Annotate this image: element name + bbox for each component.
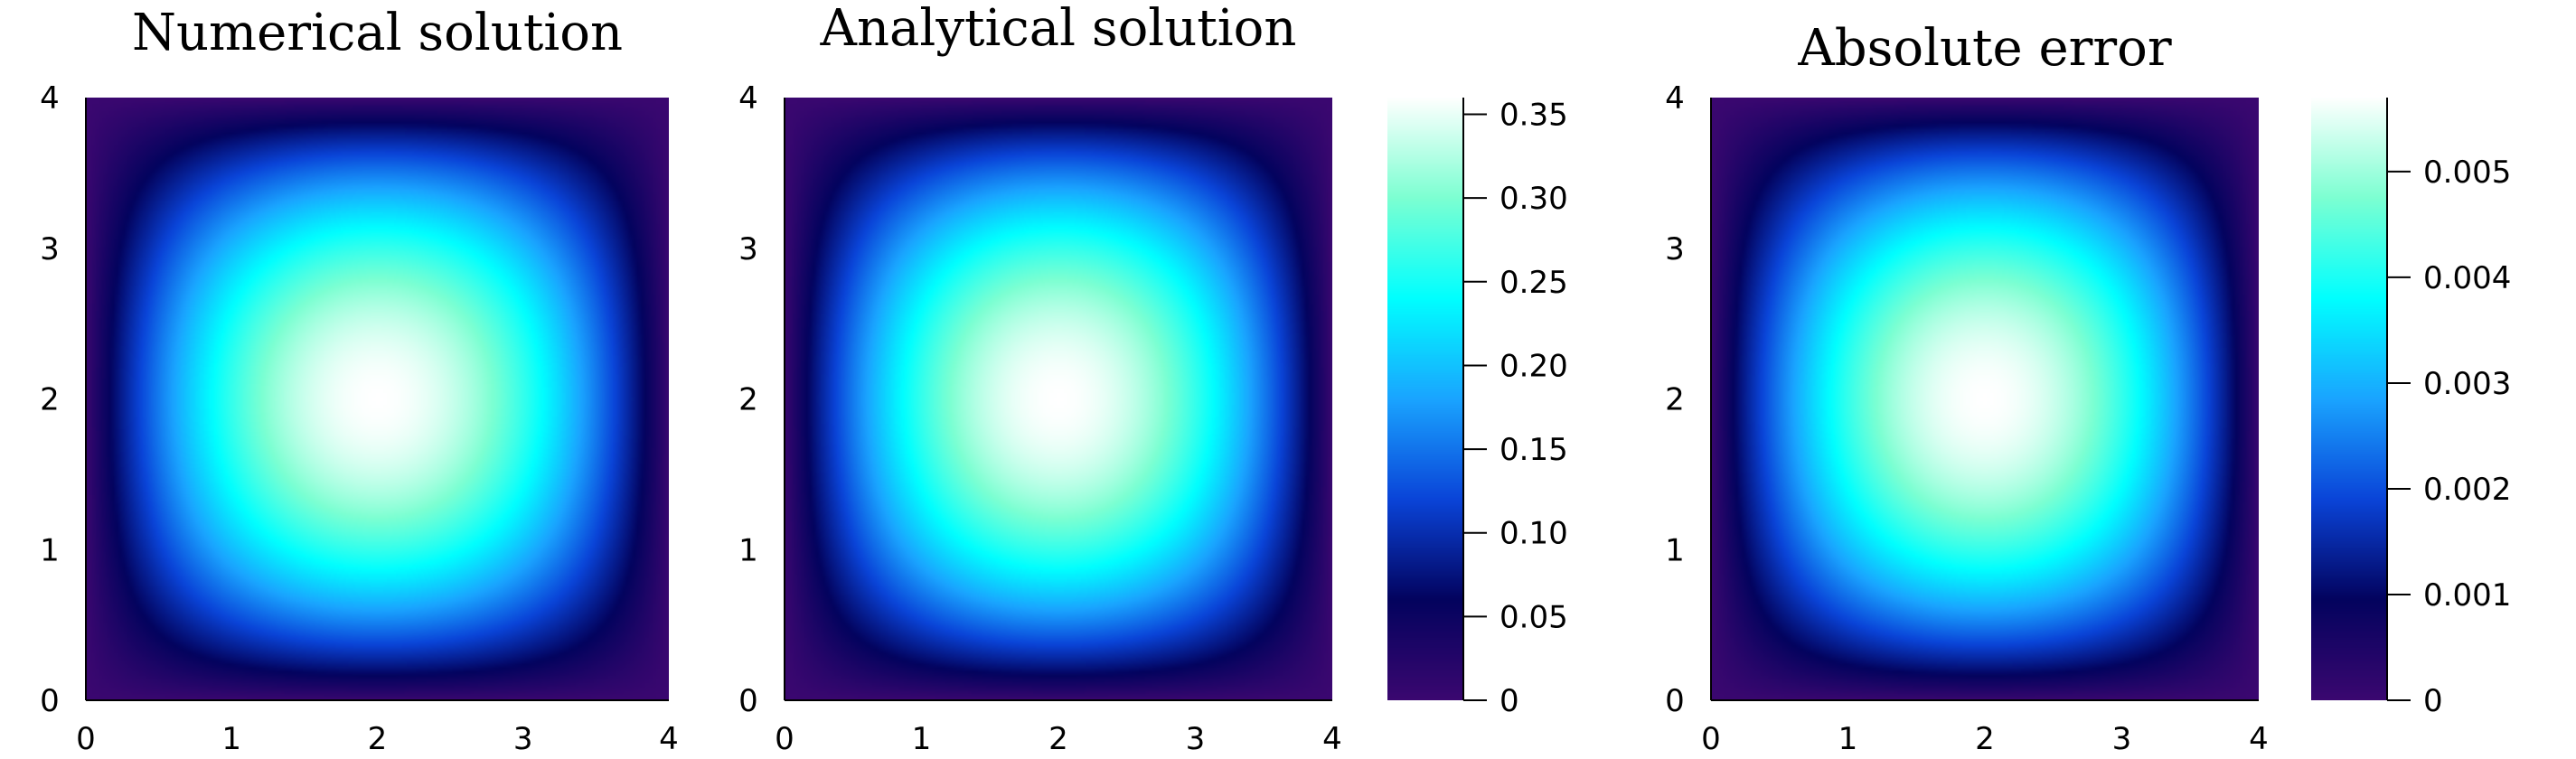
y-tick-label: 1 (1665, 532, 1685, 568)
y-tick-label: 2 (1665, 382, 1685, 418)
x-tick-label: 0 (775, 721, 794, 757)
y-tick-label: 4 (40, 80, 60, 117)
x-tick-label: 1 (1838, 721, 1858, 757)
x-tick-label: 4 (659, 721, 679, 757)
colorbar-tick-label: 0.003 (2423, 366, 2511, 402)
y-tick-label: 0 (738, 683, 758, 719)
colorbar-tick-label: 0.25 (1500, 265, 1568, 301)
y-tick-label: 4 (1665, 80, 1685, 117)
heatmap-image (86, 98, 669, 700)
y-tick-label: 3 (40, 231, 60, 267)
y-tick-label: 2 (40, 382, 60, 418)
colorbar-tick-label: 0 (2423, 683, 2443, 719)
y-tick-label: 1 (40, 532, 60, 568)
colorbar-tick-label: 0 (1500, 683, 1519, 719)
y-tick-label: 3 (1665, 231, 1685, 267)
x-tick-label: 3 (513, 721, 533, 757)
panel-absolute-error: Absolute error 0 1 2 3 4 0 1 2 3 4 0 0.001 0.002 0.003… (1665, 19, 2511, 757)
colorbar-tick-label: 0.005 (2423, 155, 2511, 191)
x-tick-label: 2 (1048, 721, 1068, 757)
chart-title: Absolute error (1797, 19, 2172, 78)
x-tick-label: 0 (1701, 721, 1721, 757)
heatmap-image (785, 98, 1332, 700)
x-tick-label: 3 (2112, 721, 2132, 757)
x-tick-label: 4 (1322, 721, 1342, 757)
colorbar-tick-label: 0.15 (1500, 432, 1568, 468)
y-tick-label: 4 (738, 80, 758, 117)
colorbar-tick-label: 0.002 (2423, 472, 2511, 508)
colorbar-tick-label: 0.35 (1500, 98, 1568, 134)
colorbar-tick-label: 0.10 (1500, 516, 1568, 552)
x-tick-label: 1 (221, 721, 241, 757)
x-tick-label: 0 (76, 721, 96, 757)
heatmap-image (1711, 98, 2259, 700)
chart-title: Numerical solution (132, 4, 623, 62)
colorbar-tick-label: 0.004 (2423, 260, 2511, 296)
colorbar-tick-label: 0.05 (1500, 599, 1568, 635)
colorbar-tick-label: 0.001 (2423, 577, 2511, 614)
y-tick-label: 2 (738, 382, 758, 418)
panel-numerical-solution: Numerical solution 0 1 2 3 4 0 1 2 3 4 (40, 4, 679, 757)
y-tick-label: 3 (738, 231, 758, 267)
chart-title: Analytical solution (820, 0, 1297, 58)
x-tick-label: 3 (1186, 721, 1206, 757)
x-tick-label: 1 (912, 721, 932, 757)
colorbar-gradient (1387, 98, 1462, 700)
panel-analytical-solution: Analytical solution 0 1 2 3 4 0 1 2 3 4 0 0.05 0.10 0.… (738, 0, 1568, 757)
x-tick-label: 2 (368, 721, 388, 757)
y-tick-label: 1 (738, 532, 758, 568)
y-tick-label: 0 (1665, 683, 1685, 719)
y-tick-label: 0 (40, 683, 60, 719)
colorbar-tick-label: 0.30 (1500, 181, 1568, 217)
x-tick-label: 4 (2249, 721, 2269, 757)
colorbar-gradient (2311, 98, 2386, 700)
x-tick-label: 2 (1975, 721, 1995, 757)
colorbar-tick-label: 0.20 (1500, 348, 1568, 384)
